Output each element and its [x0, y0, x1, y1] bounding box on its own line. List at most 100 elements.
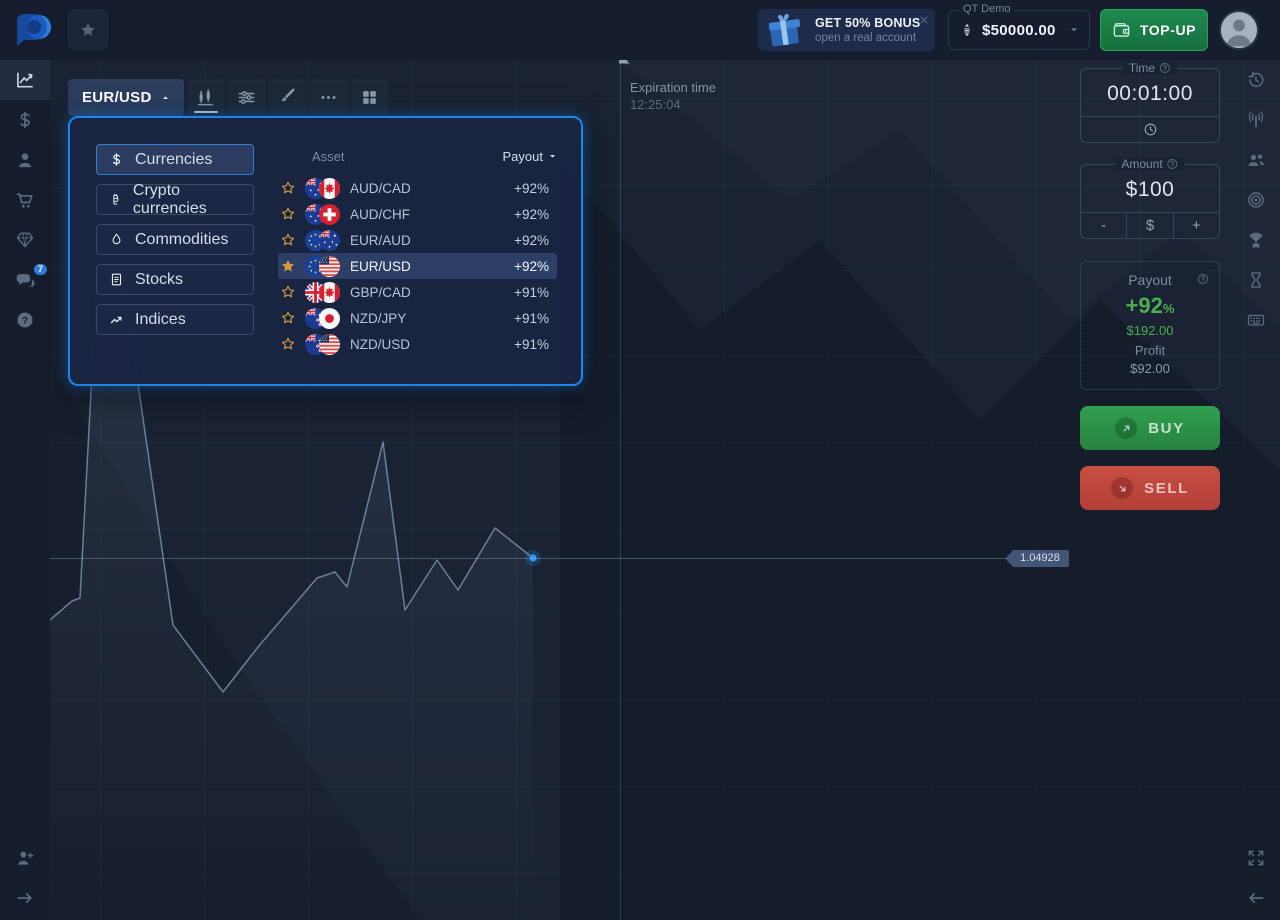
sidebar-item-invite-friends[interactable] — [0, 838, 50, 878]
asset-name: GBP/CAD — [350, 284, 411, 300]
rail-item-signals[interactable] — [1232, 100, 1280, 140]
amount-value[interactable]: $100 — [1125, 178, 1175, 201]
arrow-left-icon — [1246, 888, 1266, 908]
star-outline-icon[interactable] — [280, 284, 296, 300]
asset-payout: +91% — [514, 284, 549, 300]
rail-item-tournaments[interactable] — [1232, 220, 1280, 260]
rail-item-fullscreen[interactable] — [1232, 838, 1280, 878]
jp-flag-icon — [319, 307, 340, 329]
gem-icon — [15, 230, 35, 250]
star-outline-icon[interactable] — [280, 206, 296, 222]
avatar[interactable] — [1219, 10, 1259, 50]
payout-column-header[interactable]: Payout — [503, 149, 557, 164]
ca-flag-icon — [319, 177, 340, 199]
payout-header-label: Payout — [502, 148, 543, 164]
account-balance-dropdown[interactable]: QT Demo $50000.00 — [948, 3, 1090, 50]
category-label: Stocks — [135, 270, 184, 288]
amount-increase-button[interactable]: + — [1172, 213, 1219, 238]
rail-item-collapse-panel[interactable] — [1232, 878, 1280, 918]
asset-name: EUR/USD — [350, 258, 411, 274]
close-icon[interactable] — [918, 14, 930, 26]
indicators-button[interactable] — [227, 79, 266, 116]
drawing-tools-button[interactable] — [268, 79, 307, 116]
sidebar-item-chat[interactable]: 7 — [0, 260, 50, 300]
question-circle-icon[interactable] — [1167, 158, 1179, 170]
time-value[interactable]: 00:01:00 — [1107, 82, 1193, 105]
profit-value: $92.00 — [1130, 361, 1170, 376]
sidebar-item-finance[interactable] — [0, 100, 50, 140]
star-outline-icon[interactable] — [280, 310, 296, 326]
chart-toolbar: EUR/USD — [68, 79, 389, 116]
asset-row-gbp-cad[interactable]: GBP/CAD +91% — [278, 279, 557, 305]
history-icon — [1246, 70, 1266, 90]
sidebar-item-expand-menu[interactable] — [0, 878, 50, 918]
asset-name: AUD/CAD — [350, 180, 411, 196]
user-icon — [15, 150, 35, 170]
asset-row-aud-chf[interactable]: AUD/CHF +92% — [278, 201, 557, 227]
amount-widget: Amount $100 - $ + — [1080, 157, 1220, 239]
sidebar-item-trades[interactable] — [0, 60, 50, 100]
category-currencies[interactable]: Currencies — [96, 144, 254, 175]
star-outline-icon[interactable] — [280, 232, 296, 248]
amount-currency-button[interactable]: $ — [1126, 213, 1172, 238]
flag-pair — [305, 281, 340, 303]
sort-icon — [959, 20, 975, 40]
rail-item-strategies[interactable] — [1232, 180, 1280, 220]
buy-button[interactable]: BUY — [1080, 406, 1220, 450]
sidebar-item-profile[interactable] — [0, 140, 50, 180]
asset-row-aud-cad[interactable]: AUD/CAD +92% — [278, 175, 557, 201]
category-indices[interactable]: Indices — [96, 304, 254, 335]
sidebar-item-help[interactable]: ? — [0, 300, 50, 340]
amount-decrease-button[interactable]: - — [1101, 217, 1107, 234]
cart-icon — [15, 190, 35, 210]
bonus-title: GET 50% BONUS — [815, 16, 921, 30]
question-circle-icon[interactable] — [1159, 62, 1171, 74]
sidebar-item-achievements[interactable] — [0, 220, 50, 260]
category-crypto-currencies[interactable]: Crypto currencies — [96, 182, 254, 217]
category-stocks[interactable]: Stocks — [96, 264, 254, 295]
star-icon[interactable] — [280, 258, 296, 274]
rail-item-pending-trades[interactable] — [1232, 260, 1280, 300]
chart-type-button[interactable] — [186, 79, 225, 116]
arrow-right-icon — [15, 888, 35, 908]
bonus-banner[interactable]: GET 50% BONUS open a real account — [758, 9, 935, 51]
asset-name: NZD/USD — [350, 336, 410, 352]
top-up-button[interactable]: TOP-UP — [1100, 9, 1208, 51]
rail-item-social-trading[interactable] — [1232, 140, 1280, 180]
account-type-label: QT Demo — [959, 3, 1015, 15]
asset-dropdown-button[interactable]: EUR/USD — [68, 79, 184, 116]
star-outline-icon[interactable] — [280, 180, 296, 196]
brand-logo[interactable] — [12, 9, 56, 51]
time-picker-button[interactable] — [1081, 116, 1219, 142]
asset-rows: AUD/CAD +92% AUD/CHF +92% EUR/AUD +92% EUR/USD… — [278, 175, 557, 357]
chat-icon — [15, 270, 35, 290]
asset-name: EUR/AUD — [350, 232, 411, 248]
flag-pair — [305, 229, 340, 251]
asset-column-header: Asset — [312, 148, 345, 164]
expiration-line — [620, 57, 621, 920]
top-up-label: TOP-UP — [1139, 22, 1197, 38]
asset-payout: +92% — [514, 232, 549, 248]
asset-row-eur-aud[interactable]: EUR/AUD +92% — [278, 227, 557, 253]
sell-button[interactable]: SELL — [1080, 466, 1220, 510]
star-icon — [79, 21, 97, 39]
trend-icon — [109, 312, 124, 327]
chart-layout-button[interactable] — [350, 79, 389, 116]
rail-item-trading-history[interactable] — [1232, 60, 1280, 100]
star-outline-icon[interactable] — [280, 336, 296, 352]
question-circle-icon[interactable] — [1197, 273, 1209, 285]
sidebar-item-market[interactable] — [0, 180, 50, 220]
us-flag-icon — [319, 333, 340, 355]
sidebar-items: 7? — [0, 60, 50, 340]
payout-total: $192.00 — [1126, 323, 1174, 338]
favorites-button[interactable] — [68, 10, 108, 50]
asset-row-nzd-jpy[interactable]: NZD/JPY +91% — [278, 305, 557, 331]
more-tools-button[interactable] — [309, 79, 348, 116]
category-commodities[interactable]: Commodities — [96, 224, 254, 255]
asset-row-nzd-usd[interactable]: NZD/USD +91% — [278, 331, 557, 357]
payout-percent: +92% — [1125, 293, 1175, 318]
sidebar: 7? — [0, 60, 50, 920]
rail-item-hotkeys[interactable] — [1232, 300, 1280, 340]
signal-icon — [1246, 110, 1266, 130]
asset-row-eur-usd[interactable]: EUR/USD +92% — [278, 253, 557, 279]
